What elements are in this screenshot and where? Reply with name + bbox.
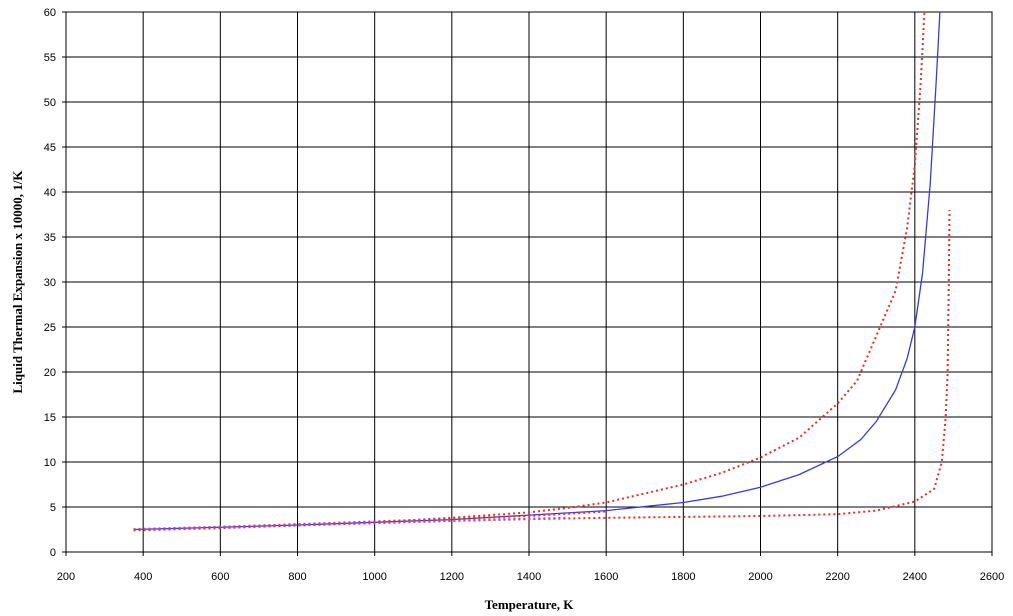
x-tick-label: 2000 (748, 571, 772, 583)
grid-lines (62, 11, 993, 556)
x-tick-label: 2400 (903, 571, 927, 583)
series-lines (133, 11, 951, 532)
y-tick-label: 30 (44, 277, 56, 289)
y-tick-labels: 0 5 10 15 20 25 30 35 40 45 50 55 60 (44, 7, 56, 559)
y-tick-label: 50 (44, 97, 56, 109)
y-tick-label: 35 (44, 232, 56, 244)
series-line-2 (133, 11, 926, 532)
y-tick-label: 15 (44, 412, 56, 424)
x-tick-label: 1200 (440, 571, 464, 583)
x-axis-title: Temperature, K (485, 597, 575, 612)
x-tick-label: 400 (134, 571, 152, 583)
x-tick-label: 1000 (362, 571, 386, 583)
x-tick-labels: 200 400 600 800 1000 1200 1400 1600 1800 2000 2200… (57, 571, 1004, 583)
x-tick-label: 2200 (825, 571, 849, 583)
y-tick-label: 10 (44, 457, 56, 469)
x-tick-label: 2600 (980, 571, 1004, 583)
y-tick-label: 5 (50, 502, 56, 514)
x-tick-label: 1400 (517, 571, 541, 583)
x-tick-label: 600 (211, 571, 229, 583)
x-tick-label: 1600 (594, 571, 618, 583)
series-line-5 (133, 516, 568, 531)
y-axis-title: Liquid Thermal Expansion x 10000, 1/K (10, 170, 25, 394)
x-tick-label: 200 (57, 571, 75, 583)
y-tick-label: 45 (44, 142, 56, 154)
series-line-3 (133, 209, 951, 531)
x-tick-label: 800 (288, 571, 306, 583)
y-tick-label: 25 (44, 322, 56, 334)
y-tick-label: 60 (44, 7, 56, 19)
y-tick-label: 20 (44, 367, 56, 379)
y-tick-label: 55 (44, 52, 56, 64)
y-tick-label: 40 (44, 187, 56, 199)
x-tick-label: 1800 (671, 571, 695, 583)
y-tick-label: 0 (50, 547, 56, 559)
